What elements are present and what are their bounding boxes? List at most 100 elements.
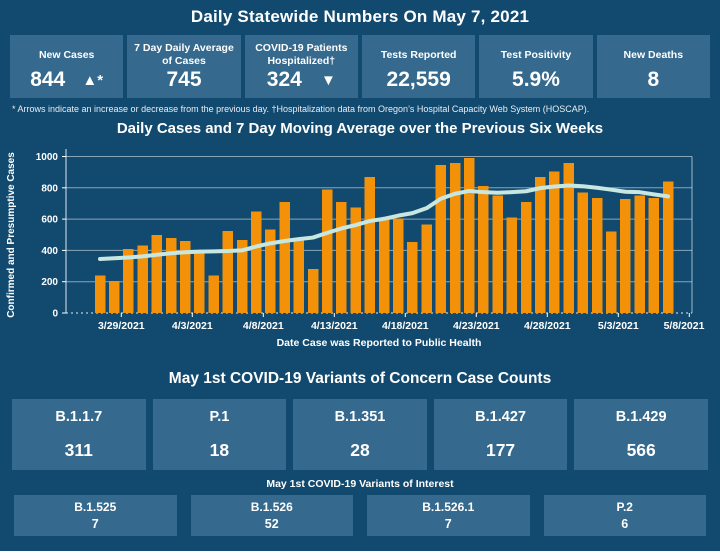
daily-cases-bar-5-7-2021[interactable] bbox=[662, 181, 674, 313]
x-tick-label: 5/8/2021 bbox=[664, 320, 705, 332]
daily-cases-bar-4-13-2021[interactable] bbox=[321, 189, 333, 313]
daily-cases-bar-4-22-2021[interactable] bbox=[449, 162, 461, 313]
daily-cases-bar-4-11-2021[interactable] bbox=[293, 237, 305, 313]
voc-row: B.1.1.7 311 P.1 18 B.1.351 28 B.1.427 177 B.1.42… bbox=[12, 399, 708, 470]
daily-cases-chart[interactable]: 0 200 400 600 800 1000 3/29/2021 4/3/2021 4/8/20… bbox=[0, 139, 720, 353]
variant-card-b-1-351: B.1.351 28 bbox=[293, 399, 427, 470]
daily-cases-bar-4-15-2021[interactable] bbox=[350, 207, 361, 313]
daily-cases-bar-4-17-2021[interactable] bbox=[378, 219, 390, 313]
stat-value: 844 bbox=[30, 68, 66, 91]
daily-cases-bar-4-29-2021[interactable] bbox=[549, 171, 560, 313]
daily-cases-bar-3-29-2021[interactable] bbox=[108, 280, 120, 313]
x-tick-label: 5/3/2021 bbox=[598, 320, 639, 332]
variant-card-b-1-1-7: B.1.1.7 311 bbox=[12, 399, 146, 470]
daily-cases-bar-5-3-2021[interactable] bbox=[605, 231, 617, 313]
daily-cases-bar-4-14-2021[interactable] bbox=[336, 201, 347, 313]
daily-cases-bar-4-23-2021[interactable] bbox=[463, 158, 475, 313]
variant-name: B.1.525 bbox=[74, 500, 117, 514]
moving-average-line[interactable] bbox=[98, 183, 670, 262]
variant-card-p-2: P.2 6 bbox=[543, 495, 706, 536]
daily-cases-bar-4-4-2021[interactable] bbox=[194, 251, 205, 313]
daily-cases-bar-4-2-2021[interactable] bbox=[165, 237, 177, 313]
daily-cases-bar-5-5-2021[interactable] bbox=[634, 195, 645, 313]
voi-row: B.1.525 7 B.1.526 52 B.1.526.1 7 P.2 6 bbox=[14, 495, 706, 536]
y-tick-label: 1000 bbox=[36, 152, 59, 163]
daily-cases-bar-4-19-2021[interactable] bbox=[407, 241, 418, 313]
stat-value-row: 844 ▲* bbox=[13, 68, 120, 92]
stat-value-row: 745 bbox=[130, 68, 237, 92]
stat-label: Tests Reported bbox=[380, 48, 457, 61]
variant-name: B.1.1.7 bbox=[55, 409, 103, 425]
stat-value: 8 bbox=[647, 68, 660, 91]
daily-cases-bar-3-31-2021[interactable] bbox=[137, 245, 148, 313]
footnote: * Arrows indicate an increase or decreas… bbox=[12, 104, 590, 114]
daily-cases-bar-5-4-2021[interactable] bbox=[620, 198, 631, 313]
variant-name: B.1.351 bbox=[334, 409, 386, 425]
daily-cases-bar-4-8-2021[interactable] bbox=[250, 211, 262, 313]
daily-cases-bar-5-1-2021[interactable] bbox=[577, 192, 589, 313]
daily-cases-bar-4-27-2021[interactable] bbox=[520, 201, 532, 313]
stat-card-covid-19-patients-hospitalized: COVID-19 Patients Hospitalized† 324 ▼ bbox=[244, 35, 358, 98]
daily-cases-bar-4-12-2021[interactable] bbox=[307, 269, 319, 313]
daily-cases-bar-4-10-2021[interactable] bbox=[279, 201, 290, 313]
daily-cases-bar-4-30-2021[interactable] bbox=[563, 162, 574, 313]
variant-count: 6 bbox=[621, 517, 629, 531]
daily-cases-bar-5-6-2021[interactable] bbox=[648, 197, 660, 313]
stat-value-row: 324 ▼ bbox=[248, 68, 355, 92]
variant-count: 52 bbox=[264, 517, 279, 531]
daily-cases-bar-4-3-2021[interactable] bbox=[179, 241, 191, 313]
x-tick-label: 4/18/2021 bbox=[382, 320, 429, 332]
daily-cases-bar-3-30-2021[interactable] bbox=[123, 248, 134, 313]
stat-value: 324 bbox=[266, 68, 302, 91]
stat-value-row: 5.9% bbox=[482, 68, 589, 92]
stat-value-row: 22,559 bbox=[365, 68, 472, 92]
stats-row: New Cases 844 ▲* 7 Day Daily Average of Cas… bbox=[10, 35, 710, 98]
variant-card-b-1-525: B.1.525 7 bbox=[14, 495, 177, 536]
x-tick-label: 4/13/2021 bbox=[311, 320, 358, 332]
stat-value-row: 8 bbox=[600, 68, 707, 92]
daily-cases-bar-4-25-2021[interactable] bbox=[492, 195, 503, 313]
daily-cases-bar-4-26-2021[interactable] bbox=[506, 217, 518, 313]
stat-value: 745 bbox=[166, 68, 202, 91]
daily-cases-bar-4-28-2021[interactable] bbox=[534, 176, 546, 313]
stat-card-tests-reported: Tests Reported 22,559 bbox=[361, 35, 476, 98]
dashboard-title: Daily Statewide Numbers On May 7, 2021 bbox=[190, 7, 530, 26]
daily-cases-bar-5-2-2021[interactable] bbox=[591, 197, 603, 313]
variant-name: B.1.429 bbox=[615, 409, 667, 425]
x-tick-label: 3/29/2021 bbox=[98, 320, 145, 332]
variant-count: 566 bbox=[626, 440, 656, 460]
y-tick-label: 600 bbox=[41, 215, 58, 226]
y-tick-label: 400 bbox=[41, 246, 58, 257]
variant-name: B.1.427 bbox=[475, 409, 526, 425]
variant-count: 18 bbox=[209, 440, 230, 460]
daily-cases-bar-4-1-2021[interactable] bbox=[151, 234, 163, 313]
stat-card-7-day-daily-average-of-cases: 7 Day Daily Average of Cases 745 bbox=[127, 35, 241, 98]
stat-card-new-cases: New Cases 844 ▲* bbox=[10, 35, 124, 98]
y-axis-title: Confirmed and Presumptive Cases bbox=[6, 152, 17, 318]
daily-cases-bar-4-9-2021[interactable] bbox=[265, 229, 276, 313]
x-tick-label: 4/23/2021 bbox=[453, 320, 500, 332]
stat-value: 5.9% bbox=[512, 68, 560, 91]
daily-cases-bar-4-21-2021[interactable] bbox=[435, 165, 447, 313]
daily-cases-bar-4-5-2021[interactable] bbox=[208, 275, 219, 313]
variant-name: P.2 bbox=[616, 500, 633, 514]
variant-card-b-1-427: B.1.427 177 bbox=[433, 399, 568, 470]
daily-cases-bar-4-18-2021[interactable] bbox=[392, 218, 404, 313]
daily-cases-bar-3-28-2021[interactable] bbox=[94, 275, 106, 313]
daily-cases-bar-4-24-2021[interactable] bbox=[478, 186, 489, 313]
stat-label: COVID-19 Patients Hospitalized† bbox=[255, 42, 348, 67]
chart-title: Daily Cases and 7 Day Moving Average ove… bbox=[116, 120, 604, 137]
daily-cases-bar-4-16-2021[interactable] bbox=[364, 176, 376, 313]
stat-label: New Cases bbox=[38, 48, 95, 61]
daily-cases-bar-4-7-2021[interactable] bbox=[236, 240, 248, 313]
stat-card-new-deaths: New Deaths 8 bbox=[596, 35, 710, 98]
daily-cases-bar-4-20-2021[interactable] bbox=[421, 224, 432, 313]
variant-name: B.1.526.1 bbox=[422, 500, 475, 514]
stat-label: New Deaths bbox=[623, 48, 684, 61]
variant-card-b-1-526-1: B.1.526.1 7 bbox=[367, 495, 530, 536]
variant-count: 28 bbox=[350, 440, 370, 460]
y-tick-label: 0 bbox=[52, 309, 58, 320]
variant-count: 177 bbox=[485, 440, 516, 460]
x-tick-label: 4/28/2021 bbox=[524, 320, 571, 332]
daily-cases-bar-4-6-2021[interactable] bbox=[222, 230, 234, 313]
